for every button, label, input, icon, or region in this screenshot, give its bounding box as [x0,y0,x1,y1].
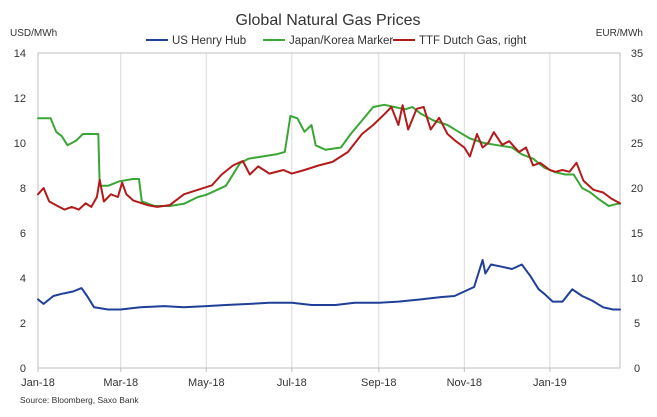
right-axis: 0 5 10 15 20 25 30 35 [631,48,643,375]
series-lines [37,103,621,311]
right-tick-label: 15 [631,228,643,240]
left-tick-label: 2 [20,318,26,330]
left-tick-label: 0 [20,363,26,375]
right-tick-label: 0 [634,363,640,375]
left-tick-label: 4 [20,273,26,285]
legend: US Henry Hub Japan/Korea Marker TTF Dutch … [146,35,527,47]
left-tick-label: 8 [20,183,26,195]
legend-entry: TTF Dutch Gas, right [419,35,527,47]
left-axis-label: USD/MWh [10,28,57,39]
left-tick-label: 6 [20,228,26,240]
series-line-2 [37,103,621,207]
right-axis-label: EUR/MWh [596,28,643,39]
right-tick-label: 25 [631,138,643,150]
plot-area [37,52,621,369]
legend-entry: US Henry Hub [172,35,246,47]
x-axis: Jan-18 Mar-18 May-18 Jul-18 Sep-18 Nov-18 Jan-… [21,368,567,389]
x-tick-label: Nov-18 [447,377,482,389]
series-line-1 [37,259,621,311]
x-tick-label: Sep-18 [361,377,396,389]
right-tick-label: 35 [631,48,643,60]
left-axis: 0 2 4 6 8 10 12 14 [14,48,26,375]
right-tick-label: 20 [631,183,643,195]
right-tick-label: 5 [634,318,640,330]
x-tick-label: Jan-19 [533,377,567,389]
source-note: Source: Bloomberg, Saxo Bank [20,395,139,405]
chart-title: Global Natural Gas Prices [236,12,421,29]
x-tick-label: May-18 [188,377,225,389]
left-tick-label: 12 [14,93,26,105]
left-tick-label: 14 [14,48,26,60]
legend-entry: Japan/Korea Marker [289,35,393,47]
right-tick-label: 10 [631,273,643,285]
x-tick-label: Jan-18 [21,377,55,389]
right-tick-label: 30 [631,93,643,105]
x-tick-label: Mar-18 [103,377,138,389]
left-tick-label: 10 [14,138,26,150]
x-tick-label: Jul-18 [277,377,307,389]
gridlines [120,53,551,368]
series-line-3 [37,104,621,211]
